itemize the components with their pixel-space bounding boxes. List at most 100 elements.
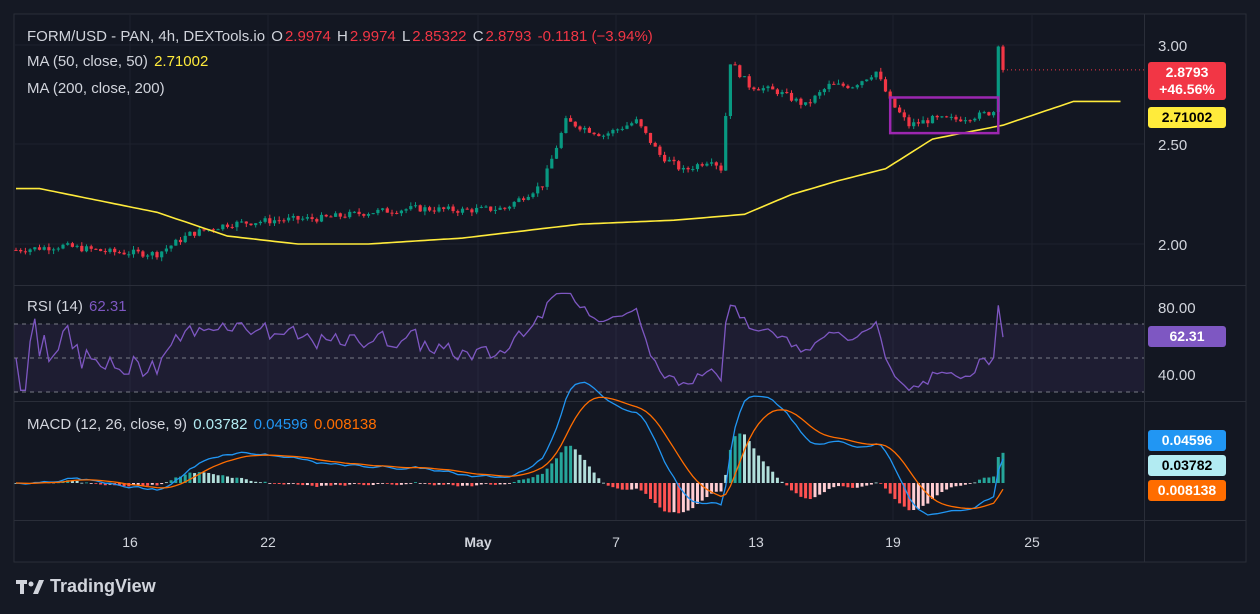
macd-histogram-bar: [973, 482, 977, 484]
macd-histogram-bar: [949, 483, 953, 488]
candle-body: [921, 120, 925, 124]
candle-body: [287, 217, 291, 221]
candle-body: [272, 220, 277, 224]
candle-body: [202, 229, 206, 231]
candle-body: [42, 247, 46, 250]
candle-body: [522, 198, 526, 200]
candle-body: [512, 201, 516, 207]
macd-histogram-bar: [470, 483, 474, 487]
macd-histogram-bar: [987, 477, 991, 483]
macd-histogram-bar: [813, 483, 817, 498]
macd-histogram-bar: [743, 434, 746, 483]
candle-body: [282, 220, 286, 222]
candle-body: [860, 81, 864, 86]
candle-body: [550, 158, 554, 169]
macd-histogram-bar: [343, 483, 347, 486]
candle-body: [724, 116, 728, 171]
x-tick-label: 7: [612, 534, 620, 550]
macd-histogram-bar: [179, 476, 182, 483]
macd-histogram-bar: [249, 480, 253, 483]
candle-body: [493, 209, 497, 211]
candle-body: [968, 120, 972, 122]
consolidation-box: [888, 96, 1000, 135]
macd-histogram-bar: [479, 483, 483, 485]
tradingview-logo[interactable]: TradingView: [16, 576, 156, 597]
rsi-background: [14, 324, 1144, 392]
ma200-label: MA (200, close, 200): [27, 80, 165, 97]
price-candles: [14, 44, 1005, 262]
macd-histogram-bar: [536, 474, 540, 483]
candle-body: [47, 247, 51, 251]
candle-body: [131, 249, 136, 255]
macd-histogram-bar: [522, 479, 526, 483]
macd-histogram-bar: [818, 483, 822, 495]
rsi-legend: RSI (14) 62.31: [27, 298, 129, 315]
candle-body: [719, 165, 723, 171]
macd-histogram-bar: [404, 483, 408, 485]
macd-histogram-bar: [150, 483, 154, 485]
macd-histogram-bar: [963, 483, 967, 485]
macd-histogram-bar: [799, 483, 803, 497]
candle-body: [893, 98, 897, 108]
candle-body: [818, 92, 822, 96]
change-value: -0.1181 (−3.94%): [537, 28, 653, 45]
candle-body: [902, 112, 906, 118]
macd-histogram-bar: [677, 483, 681, 514]
macd-histogram-bar: [526, 478, 530, 483]
macd-histogram-bar: [385, 483, 389, 484]
last-price: 2.8793: [1165, 64, 1209, 80]
macd-histogram-bar: [785, 483, 789, 486]
candle-body: [916, 122, 920, 124]
macd-label: MACD (12, 26, close, 9): [27, 416, 188, 433]
candle-body: [865, 79, 869, 82]
macd-histogram-bar: [658, 483, 662, 508]
candle-body: [315, 219, 319, 222]
macd-histogram-bar: [221, 475, 225, 483]
macd-histogram-bar: [832, 483, 836, 488]
macd-histogram-bar: [85, 482, 88, 484]
candle-body: [19, 250, 23, 252]
candle-body: [813, 95, 817, 103]
candle-body: [710, 162, 714, 164]
candle-body: [56, 248, 60, 250]
macd-histogram-bar: [418, 483, 422, 484]
macd-histogram-bar: [395, 483, 399, 486]
macd-histogram-bar: [611, 483, 615, 488]
candle-body: [771, 86, 775, 90]
candle-body: [554, 147, 559, 159]
close-value: 2.8793: [485, 28, 532, 45]
candle-body: [935, 115, 939, 118]
macd-histogram-bar: [117, 483, 121, 486]
macd-histogram-bar: [183, 474, 187, 483]
macd-histogram-bar: [639, 483, 643, 491]
candle-body: [780, 92, 784, 95]
candle-body: [475, 207, 479, 213]
close-label: C: [472, 28, 484, 45]
macd-histogram-bar: [188, 472, 192, 483]
macd-histogram-bar: [724, 474, 728, 483]
candle-body: [625, 125, 629, 129]
macd-histogram-bar: [305, 483, 309, 486]
candle-body: [225, 224, 230, 227]
macd-histogram-bar: [428, 483, 432, 485]
macd-histogram-bar: [451, 483, 455, 486]
candle-body: [399, 210, 403, 214]
candle-body: [460, 208, 465, 213]
candle-body: [343, 216, 347, 218]
macd-histogram-bar: [94, 483, 98, 484]
candle-body: [705, 163, 709, 166]
macd-histogram-bar: [714, 483, 718, 492]
candle-body: [883, 79, 888, 92]
macd-histogram-bar: [728, 449, 732, 483]
candle-body: [409, 206, 413, 210]
candle-body: [268, 218, 272, 224]
price-tick-label: 2.50: [1158, 137, 1187, 154]
candle-body: [832, 83, 836, 85]
candle-body: [404, 209, 408, 211]
candle-body: [630, 123, 634, 126]
ma50-value: 2.71002: [154, 53, 209, 70]
macd-histogram-bar: [461, 483, 464, 486]
candle-body: [437, 207, 441, 212]
macd-histogram-bar: [146, 483, 150, 486]
